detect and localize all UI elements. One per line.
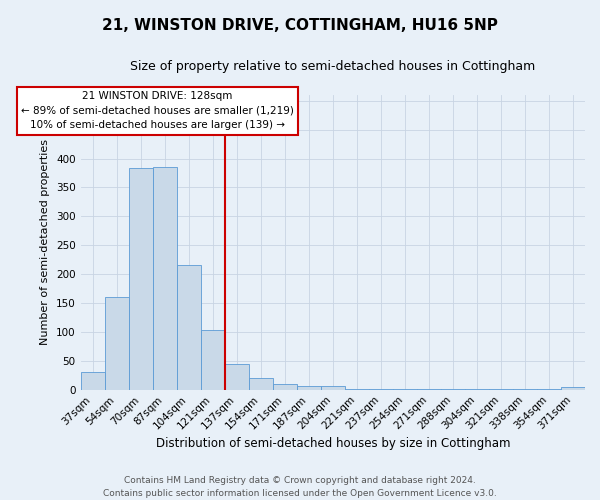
Bar	[393, 388, 417, 390]
Bar	[104, 298, 128, 390]
Bar	[176, 266, 200, 390]
Text: 21, WINSTON DRIVE, COTTINGHAM, HU16 5NP: 21, WINSTON DRIVE, COTTINGHAM, HU16 5NP	[102, 18, 498, 32]
Bar	[225, 364, 249, 390]
Bar	[417, 388, 441, 390]
Bar	[561, 387, 585, 390]
Bar	[273, 384, 297, 390]
Bar	[128, 168, 152, 390]
Text: Contains HM Land Registry data © Crown copyright and database right 2024.
Contai: Contains HM Land Registry data © Crown c…	[103, 476, 497, 498]
Bar	[441, 388, 465, 390]
X-axis label: Distribution of semi-detached houses by size in Cottingham: Distribution of semi-detached houses by …	[155, 437, 510, 450]
Bar	[152, 167, 176, 390]
Bar	[465, 388, 489, 390]
Bar	[249, 378, 273, 390]
Bar	[297, 386, 321, 390]
Bar	[489, 388, 513, 390]
Bar	[345, 388, 369, 390]
Bar	[200, 330, 225, 390]
Text: 21 WINSTON DRIVE: 128sqm
← 89% of semi-detached houses are smaller (1,219)
10% o: 21 WINSTON DRIVE: 128sqm ← 89% of semi-d…	[21, 91, 294, 130]
Bar	[321, 386, 345, 390]
Bar	[537, 389, 561, 390]
Bar	[513, 389, 537, 390]
Bar	[80, 372, 104, 390]
Bar	[369, 388, 393, 390]
Title: Size of property relative to semi-detached houses in Cottingham: Size of property relative to semi-detach…	[130, 60, 535, 73]
Y-axis label: Number of semi-detached properties: Number of semi-detached properties	[40, 140, 50, 346]
